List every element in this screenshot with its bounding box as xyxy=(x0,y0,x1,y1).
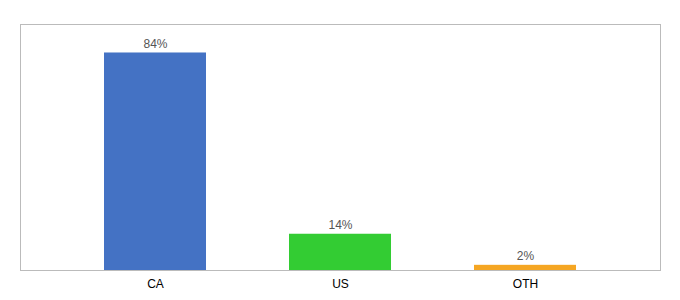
svg-text:OTH: OTH xyxy=(513,277,538,291)
svg-text:2%: 2% xyxy=(517,249,535,263)
svg-text:US: US xyxy=(332,277,349,291)
svg-text:84%: 84% xyxy=(143,37,167,51)
svg-text:14%: 14% xyxy=(328,218,352,232)
svg-text:CA: CA xyxy=(147,277,164,291)
